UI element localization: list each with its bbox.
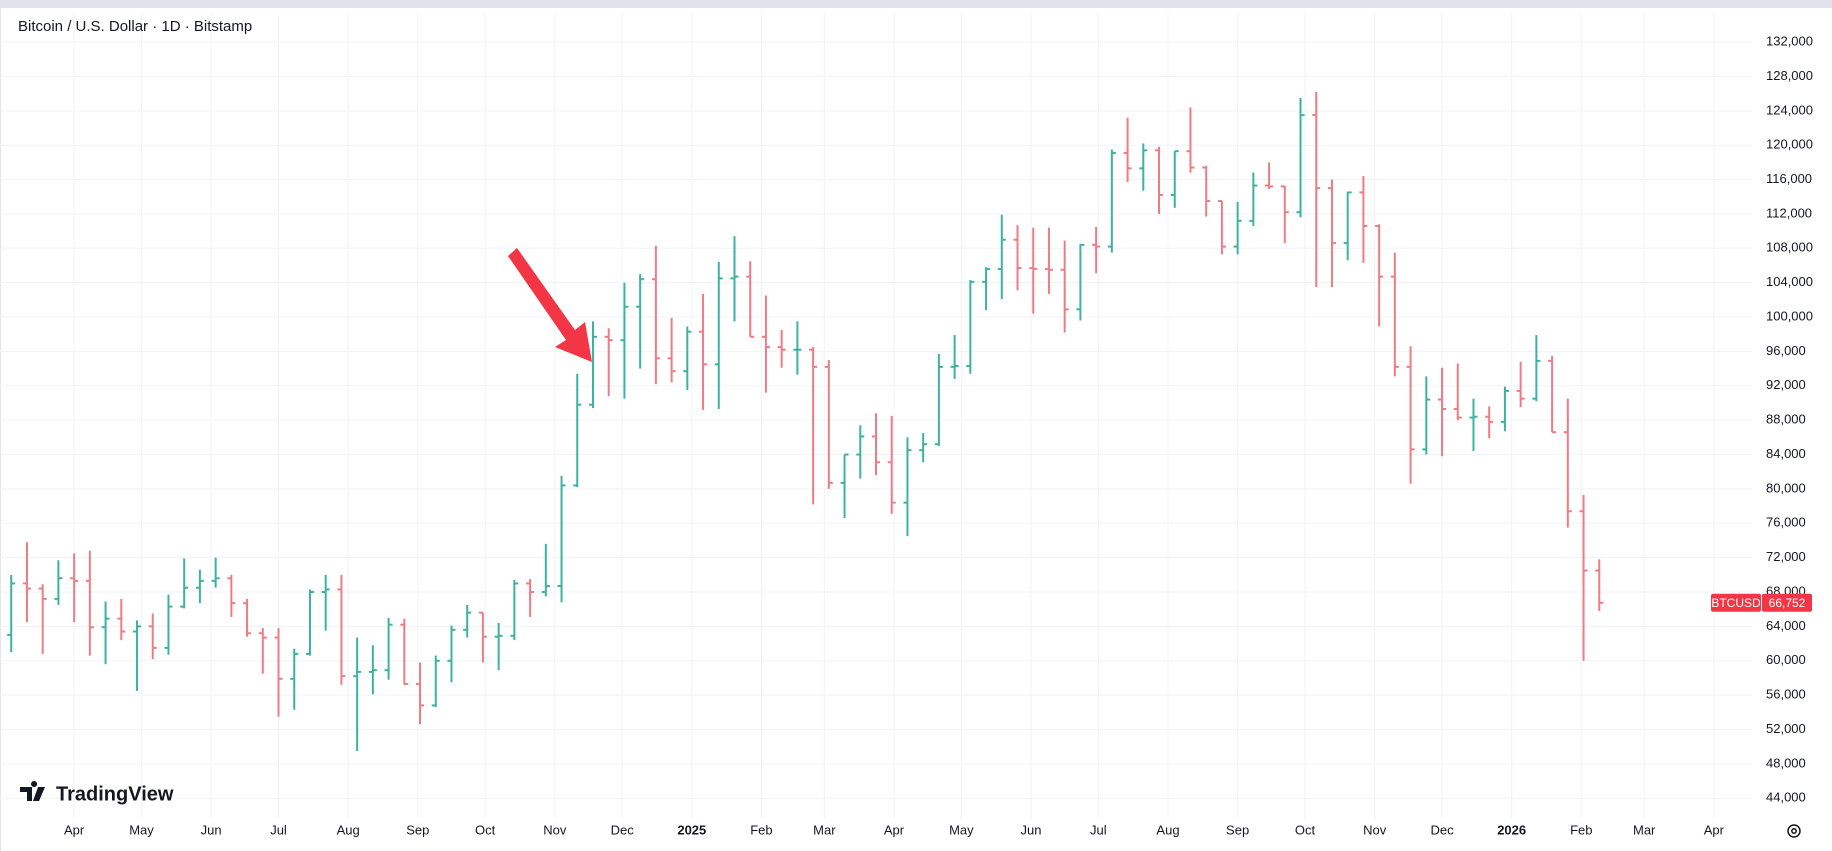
x-tick-label: Sep [406,822,429,837]
y-tick-label: 96,000 [1766,343,1806,358]
settings-icon[interactable] [1787,824,1801,838]
x-tick-label: Oct [1295,822,1316,837]
price-bars [7,91,1604,751]
x-tick-label: Dec [1430,822,1454,837]
x-tick-label: Aug [1156,822,1179,837]
x-tick-label: Apr [64,822,85,837]
x-tick-label: Jul [270,822,287,837]
price-tag [1762,593,1812,612]
y-tick-label: 76,000 [1766,515,1806,530]
price-label: 66,752 [1769,596,1806,610]
y-tick-label: 80,000 [1766,480,1806,495]
x-tick-label: Feb [750,822,772,837]
annotation-arrow [508,248,592,362]
y-tick-label: 60,000 [1766,652,1806,667]
y-tick-label: 48,000 [1766,755,1806,770]
x-tick-label: Feb [1570,822,1592,837]
x-tick-label: Apr [884,822,905,837]
x-tick-label: May [949,822,974,837]
symbol-label: BTCUSD [1711,596,1761,610]
x-tick-label: Jun [201,822,222,837]
x-tick-label: Aug [337,822,360,837]
x-tick-label: Nov [543,822,567,837]
y-tick-label: 116,000 [1766,171,1812,186]
y-tick-label: 100,000 [1766,308,1813,323]
chart-title: Bitcoin / U.S. Dollar · 1D · Bitstamp [18,18,252,35]
y-tick-label: 124,000 [1766,102,1813,117]
x-tick-label: Mar [813,822,836,837]
y-tick-label: 56,000 [1766,687,1806,702]
x-tick-label: Oct [475,822,496,837]
x-tick-label: Nov [1363,822,1387,837]
y-tick-label: 84,000 [1766,446,1806,461]
y-tick-label: 44,000 [1766,790,1806,805]
y-tick-label: 52,000 [1766,721,1806,736]
symbol-tag [1711,593,1761,612]
x-tick-label: Dec [611,822,635,837]
y-tick-label: 88,000 [1766,412,1806,427]
x-tick-label: May [129,822,154,837]
y-tick-label: 72,000 [1766,549,1806,564]
x-tick-label: Jun [1021,822,1042,837]
x-tick-label: Apr [1704,822,1725,837]
x-tick-label: 2025 [677,822,706,837]
y-tick-label: 120,000 [1766,137,1813,152]
y-tick-label: 104,000 [1766,274,1813,289]
logo-text: TradingView [56,783,174,805]
y-tick-label: 108,000 [1766,240,1813,255]
axes: 44,00048,00052,00056,00060,00064,00068,0… [64,34,1813,838]
x-tick-label: Mar [1633,822,1656,837]
y-tick-label: 132,000 [1766,34,1813,49]
y-tick-label: 112,000 [1766,205,1812,220]
y-tick-label: 92,000 [1766,377,1806,392]
top-bar [0,0,1832,8]
x-tick-label: Jul [1090,822,1107,837]
logo: TradingView [20,781,174,805]
y-tick-label: 128,000 [1766,68,1813,83]
x-tick-label: 2026 [1497,822,1526,837]
x-tick-label: Sep [1226,822,1249,837]
y-tick-label: 64,000 [1766,618,1806,633]
